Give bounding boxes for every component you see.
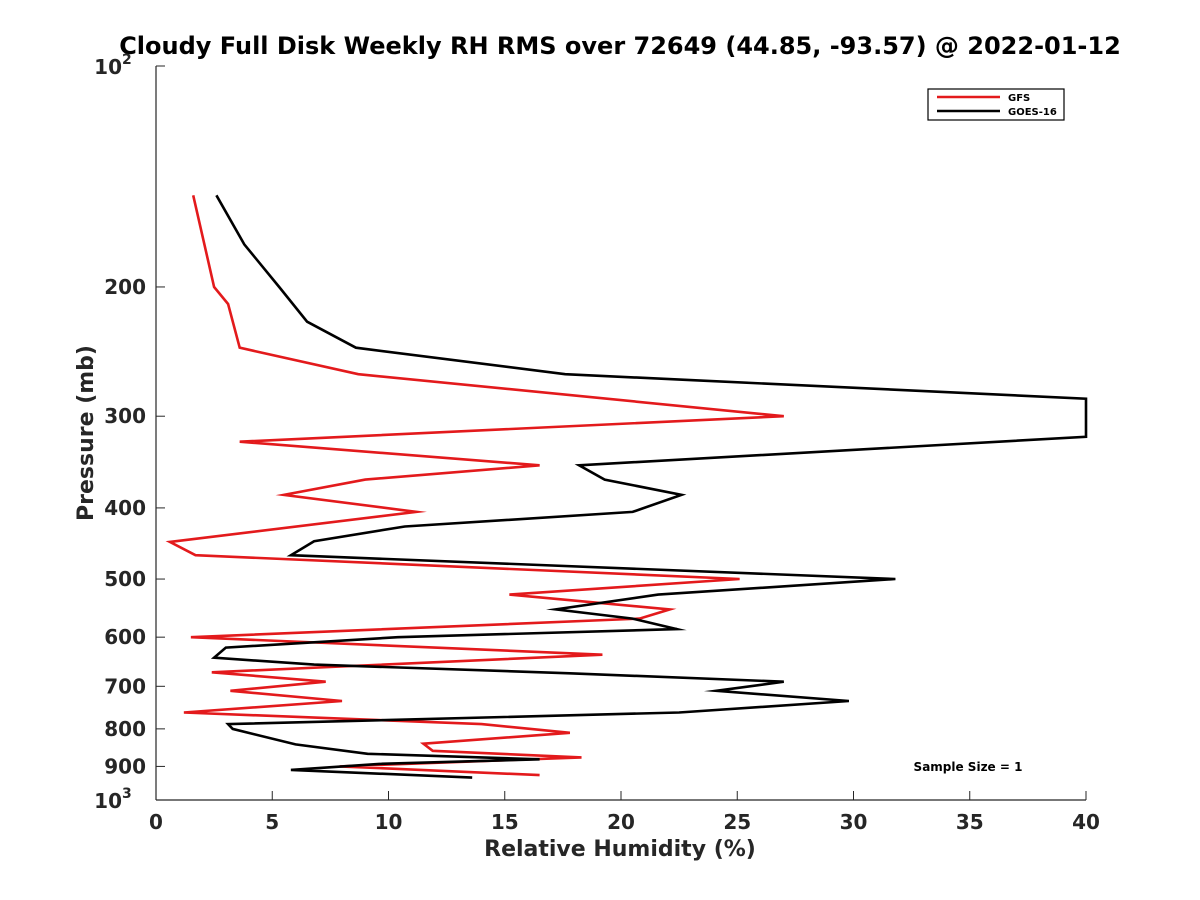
y-tick-label: 600	[104, 625, 146, 649]
y-tick-label-base: 10	[94, 55, 122, 79]
y-tick-label: 800	[104, 717, 146, 741]
x-tick-label: 25	[723, 810, 751, 834]
y-tick-label: 700	[104, 674, 146, 698]
series-line-goes-16	[210, 194, 1088, 779]
x-tick-label: 0	[149, 810, 163, 834]
x-tick-label: 15	[491, 810, 519, 834]
y-tick-label: 10	[94, 789, 122, 813]
x-tick-label: 35	[956, 810, 984, 834]
legend-label: GFS	[1008, 93, 1030, 104]
y-tick-label-exponent: 3	[122, 786, 132, 802]
series-layer	[165, 194, 1088, 779]
y-tick-label: 500	[104, 567, 146, 591]
series-line-gfs	[165, 195, 784, 777]
legend-box	[927, 88, 1065, 121]
legend: GFS GOES-16	[927, 88, 1065, 121]
y-tick-label-exponent: 2	[122, 52, 132, 68]
y-axis-title: Pressure (mb)	[74, 345, 99, 521]
y-tick-label: 200	[104, 275, 146, 299]
x-tick-label: 40	[1072, 810, 1100, 834]
x-tick-label: 30	[840, 810, 868, 834]
y-tick-label: 400	[104, 496, 146, 520]
x-tick-label: 20	[607, 810, 635, 834]
x-tick-label: 5	[265, 810, 279, 834]
y-tick-label-base: 10	[94, 789, 122, 813]
chart-title: Cloudy Full Disk Weekly RH RMS over 7264…	[119, 32, 1121, 60]
y-tick-label: 10	[94, 55, 122, 79]
legend-label: GOES-16	[1008, 107, 1057, 118]
y-tick-label: 300	[104, 404, 146, 428]
x-axis-title: Relative Humidity (%)	[484, 837, 756, 862]
x-tick-label: 10	[375, 810, 403, 834]
y-tick-label: 900	[104, 754, 146, 778]
sample-size-annotation: Sample Size = 1	[914, 760, 1023, 774]
